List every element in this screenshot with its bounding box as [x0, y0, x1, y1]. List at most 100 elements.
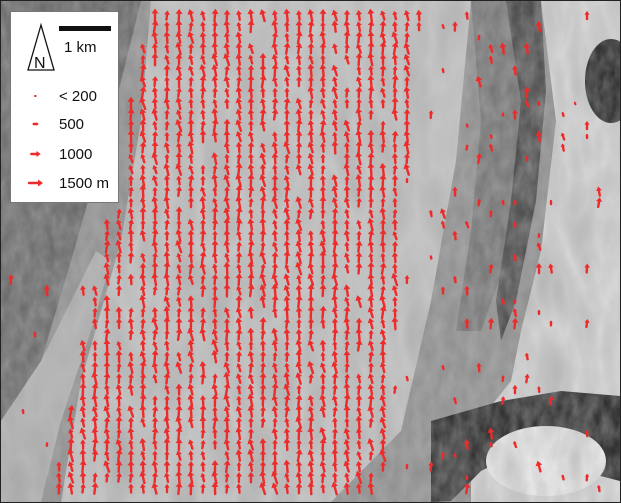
displacement-arrow	[211, 317, 219, 330]
displacement-arrow	[103, 393, 111, 408]
displacement-arrow	[200, 120, 207, 131]
displacement-arrow	[284, 264, 290, 274]
displacement-arrow	[103, 273, 111, 286]
displacement-arrow	[488, 143, 494, 152]
displacement-arrow	[271, 470, 279, 485]
displacement-arrow	[223, 52, 231, 67]
displacement-arrow	[379, 349, 387, 364]
displacement-arrow	[283, 394, 291, 407]
displacement-arrow	[464, 285, 470, 296]
displacement-arrow	[405, 463, 409, 470]
displacement-arrow	[199, 229, 207, 243]
displacement-arrow	[199, 186, 206, 197]
displacement-arrow	[295, 482, 303, 495]
displacement-arrow	[115, 284, 123, 297]
displacement-arrow	[116, 406, 122, 417]
displacement-arrow	[403, 163, 411, 176]
displacement-arrow	[103, 239, 111, 254]
displacement-arrow	[163, 195, 171, 210]
displacement-arrow	[199, 129, 207, 144]
displacement-arrow	[320, 351, 326, 362]
displacement-arrow	[163, 372, 171, 385]
displacement-arrow	[320, 263, 327, 274]
displacement-arrow	[140, 54, 146, 65]
displacement-arrow	[211, 349, 219, 364]
displacement-arrow	[283, 218, 291, 231]
displacement-arrow	[211, 173, 219, 188]
displacement-arrow	[355, 384, 363, 396]
displacement-arrow	[67, 448, 74, 463]
displacement-arrow	[331, 327, 339, 342]
displacement-arrow	[343, 9, 351, 22]
displacement-arrow	[307, 251, 315, 265]
displacement-arrow	[271, 307, 278, 318]
displacement-arrow	[200, 307, 207, 318]
displacement-arrow	[235, 119, 243, 132]
displacement-arrow	[343, 382, 351, 397]
displacement-arrow	[79, 394, 87, 407]
displacement-arrow	[223, 307, 230, 319]
displacement-arrow	[115, 448, 123, 463]
displacement-arrow	[368, 65, 374, 76]
displacement-arrow	[428, 461, 434, 472]
displacement-arrow	[104, 230, 111, 241]
displacement-arrow	[235, 417, 243, 429]
displacement-arrow	[223, 75, 231, 88]
displacement-arrow	[344, 54, 350, 65]
displacement-arrow	[271, 339, 279, 352]
displacement-arrow	[236, 21, 242, 32]
displacement-arrow	[175, 361, 183, 374]
displacement-arrow	[199, 262, 207, 275]
displacement-arrow	[139, 262, 147, 275]
displacement-arrow	[476, 198, 482, 207]
displacement-arrow	[295, 339, 303, 352]
map-legend: N 1 km < 200 500 1000 1500 m	[10, 11, 119, 203]
displacement-arrow	[331, 43, 338, 54]
displacement-arrow	[441, 24, 445, 30]
displacement-arrow	[91, 427, 99, 440]
displacement-arrow	[187, 394, 195, 408]
displacement-arrow	[128, 307, 134, 318]
displacement-arrow	[344, 362, 350, 373]
displacement-arrow	[344, 208, 350, 219]
displacement-arrow	[475, 75, 483, 88]
displacement-arrow	[512, 109, 518, 120]
displacement-arrow	[223, 130, 231, 144]
displacement-arrow	[295, 153, 303, 165]
displacement-arrow	[379, 262, 387, 275]
displacement-arrow	[176, 87, 182, 98]
displacement-arrow	[319, 174, 327, 187]
displacement-arrow	[331, 207, 339, 220]
displacement-arrow	[319, 394, 327, 408]
displacement-arrow	[405, 375, 409, 382]
displacement-arrow	[223, 438, 231, 451]
displacement-arrow	[212, 439, 218, 450]
displacement-arrow	[284, 340, 290, 351]
displacement-arrow	[116, 472, 123, 483]
displacement-arrow	[295, 196, 303, 209]
displacement-arrow	[308, 329, 315, 340]
displacement-arrow	[224, 483, 230, 494]
displacement-arrow	[223, 141, 231, 154]
displacement-arrow	[199, 361, 207, 375]
displacement-arrow	[175, 19, 183, 34]
displacement-arrow	[501, 298, 505, 305]
displacement-arrow	[283, 196, 291, 209]
displacement-arrow	[367, 152, 375, 165]
displacement-arrow	[259, 284, 267, 297]
displacement-arrow	[139, 471, 147, 485]
displacement-arrow	[236, 76, 243, 88]
displacement-arrow	[487, 427, 495, 440]
displacement-arrow	[163, 472, 170, 483]
displacement-arrow	[295, 218, 303, 232]
displacement-arrow	[212, 98, 218, 109]
displacement-arrow	[344, 175, 350, 186]
displacement-arrow	[379, 162, 387, 177]
displacement-arrow	[344, 417, 350, 428]
displacement-arrow	[260, 241, 266, 252]
displacement-arrow	[127, 96, 135, 111]
displacement-arrow	[283, 64, 291, 77]
displacement-arrow	[283, 174, 291, 187]
displacement-arrow	[224, 153, 230, 164]
displacement-arrow	[247, 153, 254, 164]
